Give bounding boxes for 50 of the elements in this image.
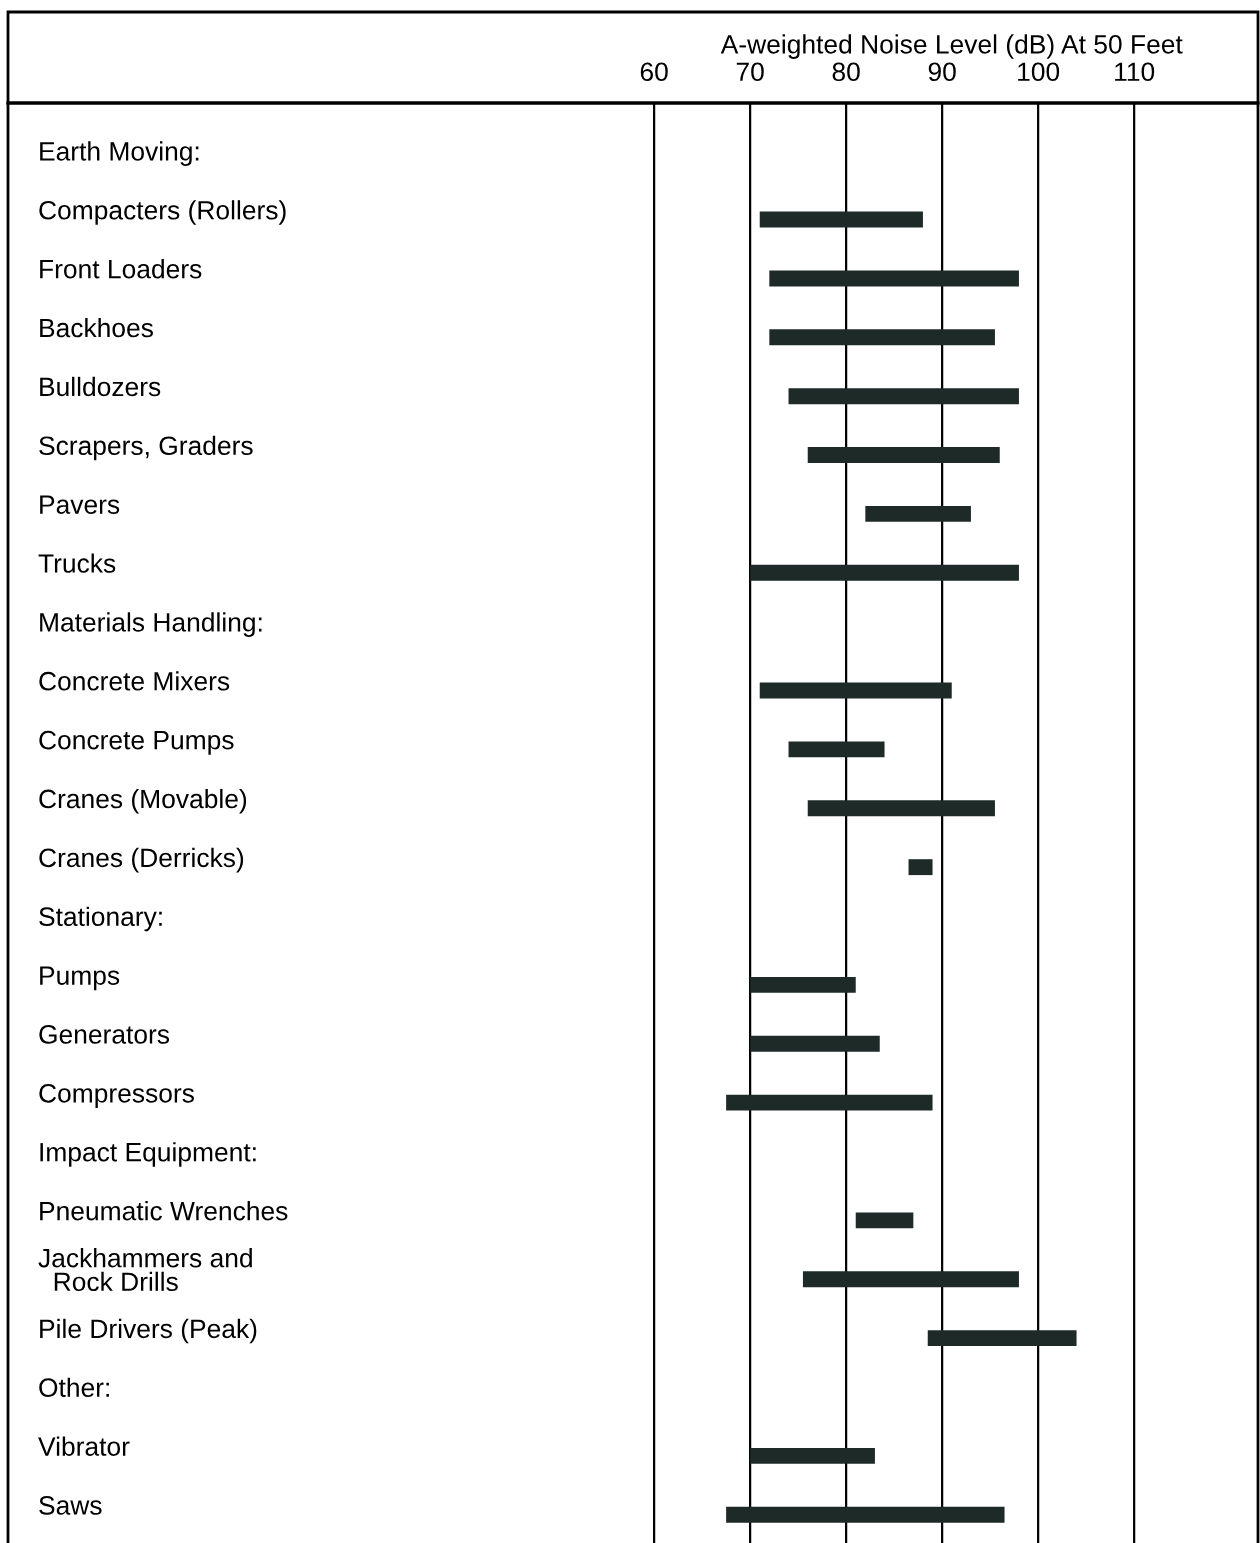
bar	[908, 859, 933, 876]
bar	[855, 1212, 914, 1229]
x-tick-label: 80	[832, 62, 860, 82]
x-axis-title: A-weighted Noise Level (dB) At 50 Feet	[720, 34, 1183, 59]
y-tick-label: Generators	[39, 1025, 170, 1044]
x-tick-label: 90	[928, 62, 956, 82]
y-tick-label: Cranes (Movable)	[39, 788, 247, 814]
y-tick-label: Pneumatic Wrenches	[40, 1201, 288, 1221]
bar	[927, 1330, 1077, 1347]
annotation: Impact Equipment:	[40, 1142, 256, 1167]
bar	[759, 682, 952, 699]
y-tick-label: Front Loaders	[40, 259, 202, 279]
y-tick-label: Backhoes	[40, 317, 153, 338]
annotation: Stationary:	[39, 906, 162, 932]
y-tick-label: Pavers	[40, 495, 120, 514]
bar	[759, 211, 923, 228]
y-tick-label: Cranes (Derricks)	[39, 847, 244, 873]
y-tick-label: Trucks	[38, 553, 116, 573]
bar	[807, 800, 995, 817]
bar	[750, 976, 856, 993]
y-tick-label: Pile Drivers (Peak)	[40, 1318, 257, 1344]
y-tick-label: Compressors	[39, 1083, 194, 1108]
x-tick-label: 70	[736, 62, 764, 82]
annotation: Materials Handling:	[40, 612, 262, 637]
y-tick-label: Concrete Mixers	[39, 671, 230, 691]
y-tick-label: Bulldozers	[40, 376, 161, 397]
bar	[769, 270, 1019, 287]
bar	[865, 505, 971, 522]
x-tick-label: 100	[1018, 62, 1060, 82]
y-tick-label: Jackhammers and Rock Drills	[38, 1248, 252, 1292]
y-tick-label: Scrapers, Graders	[39, 435, 253, 461]
y-tick-label: Vibrator	[38, 1436, 130, 1456]
bar	[750, 1447, 875, 1464]
bar	[769, 329, 995, 346]
bar	[750, 1035, 880, 1052]
bar	[788, 741, 885, 758]
y-tick-label: Saws	[39, 1496, 102, 1515]
bar	[802, 1271, 1019, 1288]
annotation: Other:	[39, 1377, 109, 1398]
y-tick-label: Compacters (Rollers)	[39, 200, 286, 225]
bar	[750, 564, 1019, 581]
bar	[807, 447, 1000, 463]
annotation: Earth Moving:	[40, 141, 199, 166]
x-tick-label: 110	[1115, 62, 1155, 82]
bar	[726, 1094, 933, 1111]
y-tick-label: Concrete Pumps	[39, 730, 234, 755]
bar	[788, 388, 1019, 405]
bar	[726, 1506, 1005, 1523]
y-tick-label: Pumps	[40, 966, 120, 991]
x-tick-label: 60	[640, 62, 668, 82]
